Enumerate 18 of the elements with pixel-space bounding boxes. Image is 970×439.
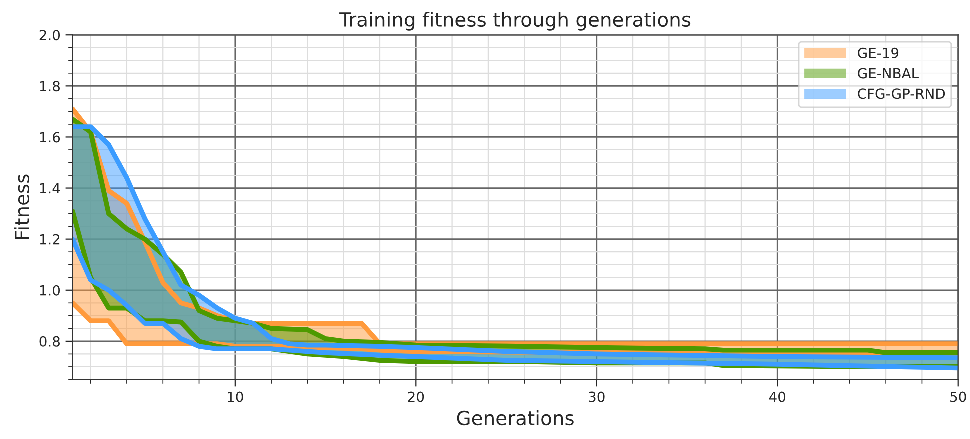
y-tick-label: 1.0 (40, 285, 60, 296)
x-tick-label: 50 (950, 392, 966, 402)
x-tick-label: 20 (408, 392, 424, 402)
y-tick-label: 1.4 (40, 183, 60, 194)
y-tick-label: 1.2 (40, 234, 60, 245)
y-tick-label: 1.8 (40, 81, 60, 92)
x-axis-title: Generations (457, 410, 574, 426)
chart-title: Training fitness through generations (340, 12, 691, 31)
x-tick-label: 30 (589, 392, 605, 402)
legend-label: GE-NBAL (858, 68, 919, 79)
y-axis-title: Fitness (14, 174, 30, 240)
x-tick-label: 10 (228, 392, 244, 402)
legend-label: GE-19 (858, 48, 899, 58)
legend-label: CFG-GP-RND (858, 88, 946, 100)
y-tick-label: 0.8 (40, 336, 60, 347)
y-tick-label: 2.0 (40, 30, 60, 41)
y-tick-label: 1.6 (40, 132, 60, 143)
x-tick-label: 40 (769, 392, 786, 402)
